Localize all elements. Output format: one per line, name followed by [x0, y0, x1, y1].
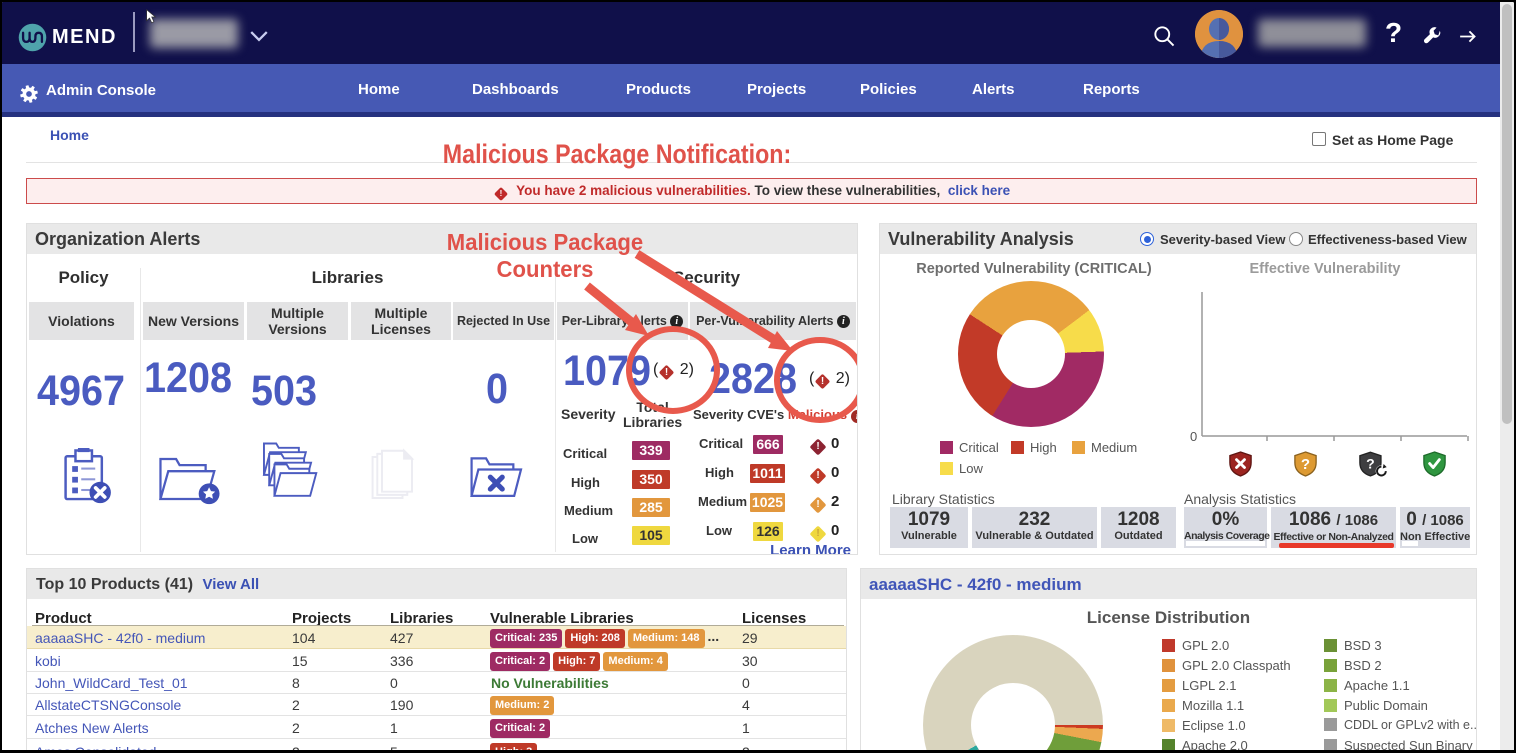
svg-text:?: ? [1366, 455, 1375, 471]
svg-text:0: 0 [1190, 429, 1197, 444]
svg-text:?: ? [1301, 456, 1310, 473]
